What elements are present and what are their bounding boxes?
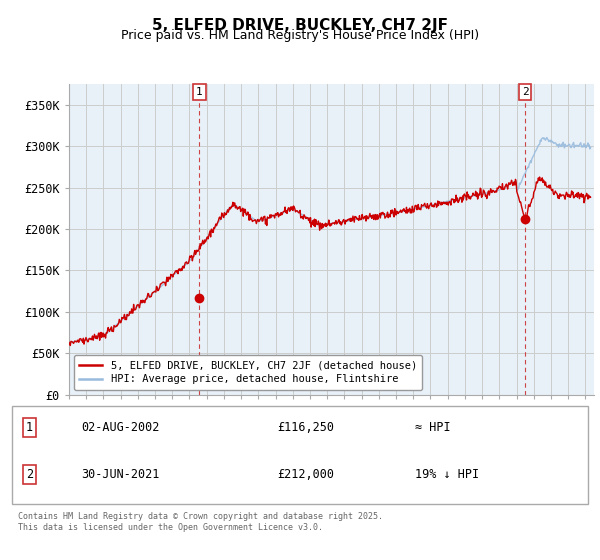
Text: 19% ↓ HPI: 19% ↓ HPI xyxy=(415,468,479,481)
Text: £116,250: £116,250 xyxy=(277,421,334,434)
Text: 1: 1 xyxy=(26,421,33,434)
Text: £212,000: £212,000 xyxy=(277,468,334,481)
Text: 5, ELFED DRIVE, BUCKLEY, CH7 2JF: 5, ELFED DRIVE, BUCKLEY, CH7 2JF xyxy=(152,18,448,33)
Text: 2: 2 xyxy=(26,468,33,481)
Text: Contains HM Land Registry data © Crown copyright and database right 2025.
This d: Contains HM Land Registry data © Crown c… xyxy=(18,512,383,532)
Text: 2: 2 xyxy=(522,87,529,97)
Text: 1: 1 xyxy=(196,87,203,97)
FancyBboxPatch shape xyxy=(12,406,588,504)
Legend: 5, ELFED DRIVE, BUCKLEY, CH7 2JF (detached house), HPI: Average price, detached : 5, ELFED DRIVE, BUCKLEY, CH7 2JF (detach… xyxy=(74,355,422,390)
Text: ≈ HPI: ≈ HPI xyxy=(415,421,451,434)
Text: 02-AUG-2002: 02-AUG-2002 xyxy=(81,421,160,434)
Text: 30-JUN-2021: 30-JUN-2021 xyxy=(81,468,160,481)
Text: Price paid vs. HM Land Registry's House Price Index (HPI): Price paid vs. HM Land Registry's House … xyxy=(121,29,479,42)
